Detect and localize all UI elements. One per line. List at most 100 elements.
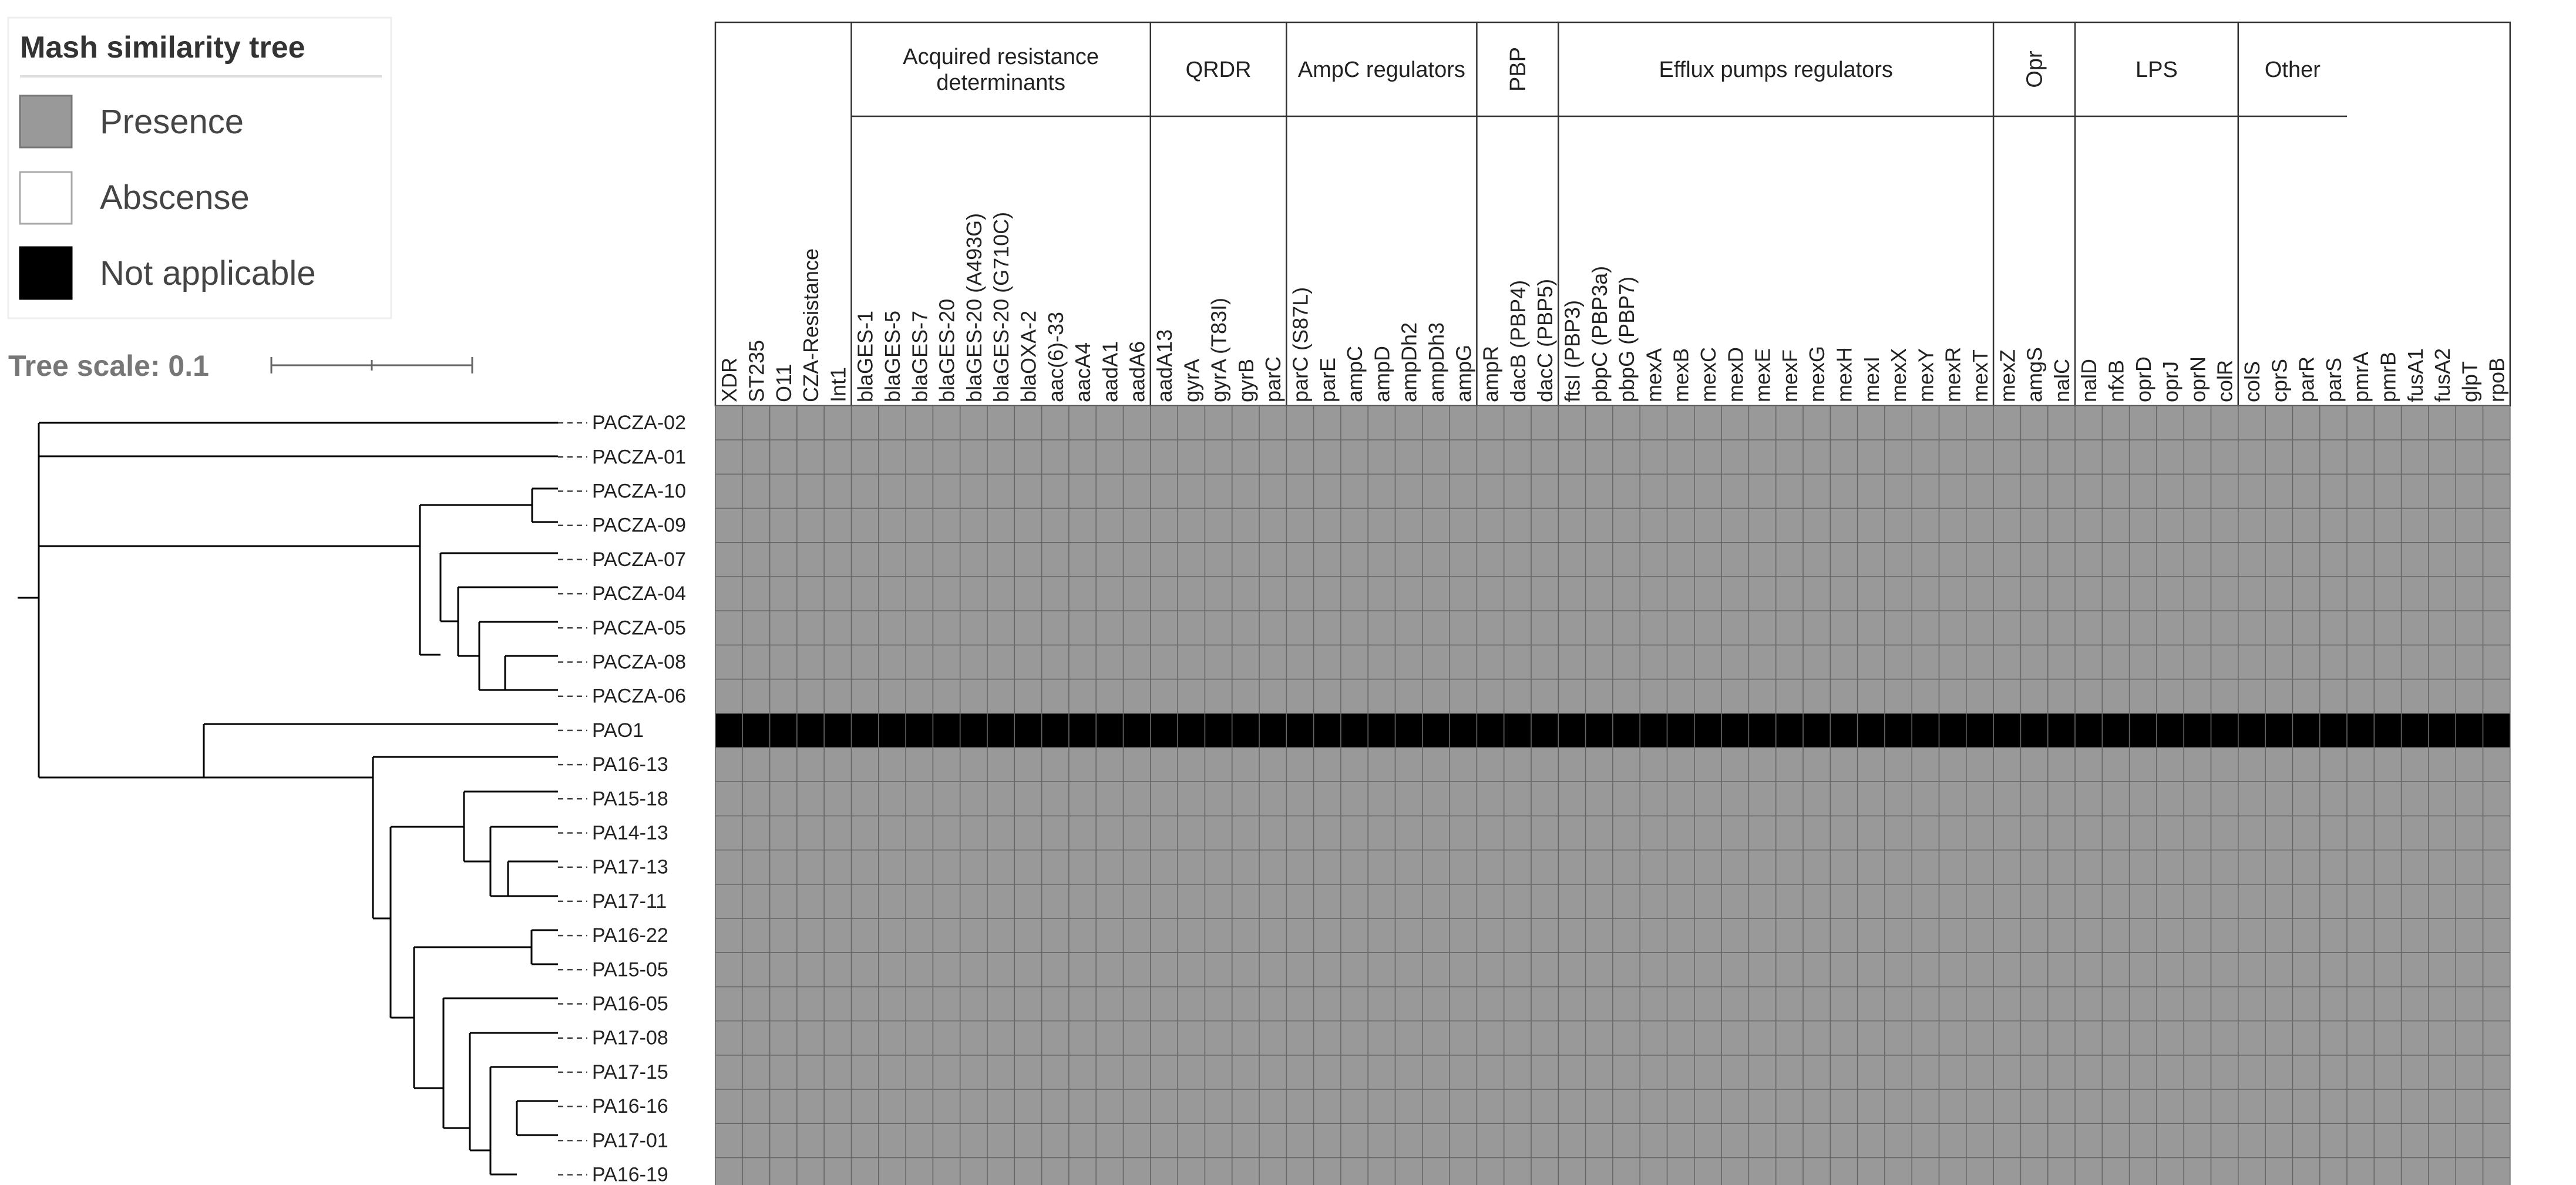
heatmap-cell	[1340, 782, 1368, 816]
heatmap-cell	[2347, 679, 2375, 713]
heatmap-cell	[1612, 1055, 1640, 1089]
heatmap-cell	[796, 782, 825, 816]
heatmap-cell	[2428, 508, 2456, 543]
heatmap-cell	[1694, 713, 1722, 748]
heatmap-cell	[1558, 850, 1586, 884]
heatmap-cell	[1368, 474, 1395, 509]
heatmap-cell	[1939, 782, 1966, 816]
heatmap-cell	[1830, 474, 1858, 509]
heatmap-cell	[1884, 1021, 1912, 1055]
heatmap-cell	[1395, 679, 1422, 713]
heatmap-cell	[1857, 1055, 1885, 1089]
heatmap-cell	[2319, 987, 2347, 1021]
heatmap-cell	[2102, 542, 2130, 577]
heatmap-cell	[960, 577, 987, 611]
heatmap-cell	[1041, 1089, 1069, 1124]
heatmap-cell	[1232, 918, 1259, 953]
heatmap-cell	[960, 952, 987, 987]
heatmap-cell	[1612, 542, 1640, 577]
heatmap-cell	[987, 645, 1015, 679]
heatmap-cell	[933, 474, 960, 509]
heatmap-cell	[987, 987, 1015, 1021]
heatmap-cell	[1096, 440, 1124, 474]
heatmap-cell	[2184, 611, 2211, 645]
heatmap-cell	[1694, 952, 1722, 987]
heatmap-cell	[1340, 1123, 1368, 1158]
heatmap-cell	[1504, 645, 1531, 679]
heatmap-cell	[1477, 508, 1504, 543]
heatmap-cell	[1775, 987, 1803, 1021]
heatmap-cell	[1966, 884, 1994, 918]
heatmap-cell	[769, 713, 797, 748]
heatmap-cell	[1477, 679, 1504, 713]
heatmap-cell	[1912, 987, 1939, 1021]
heatmap-cell	[1721, 884, 1749, 918]
heatmap-cell	[1939, 508, 1966, 543]
heatmap-cell	[1259, 679, 1287, 713]
heatmap-cell	[1096, 1021, 1124, 1055]
column-label: colR	[2213, 360, 2237, 402]
heatmap-cell	[742, 918, 770, 953]
heatmap-cell	[2075, 1123, 2103, 1158]
heatmap-cell	[2102, 884, 2130, 918]
heatmap-cell	[1558, 918, 1586, 953]
heatmap-cell	[1775, 782, 1803, 816]
heatmap-cell	[796, 987, 825, 1021]
heatmap-cell	[2428, 748, 2456, 782]
heatmap-cell	[2102, 713, 2130, 748]
heatmap-cell	[2075, 679, 2103, 713]
heatmap-cell	[1912, 816, 1939, 850]
heatmap-cell	[1286, 1123, 1314, 1158]
heatmap-cell	[960, 748, 987, 782]
heatmap-cell	[1041, 406, 1069, 440]
heatmap-cell	[1640, 748, 1667, 782]
heatmap-cell	[2428, 542, 2456, 577]
heatmap-cell	[1504, 782, 1531, 816]
column-label: mexC	[1696, 347, 1720, 402]
heatmap-cell	[1993, 1021, 2021, 1055]
heatmap-cell	[1422, 782, 1450, 816]
heatmap-cell	[1830, 1021, 1858, 1055]
heatmap-cell	[1340, 508, 1368, 543]
heatmap-cell	[2483, 474, 2510, 509]
column-label: mexG	[1805, 346, 1829, 402]
heatmap-cell	[1694, 1123, 1722, 1158]
heatmap-cell	[2456, 1021, 2483, 1055]
heatmap-cell	[1993, 987, 2021, 1021]
heatmap-cell	[1830, 1123, 1858, 1158]
heatmap-cell	[1939, 1089, 1966, 1124]
heatmap-cell	[1232, 440, 1259, 474]
heatmap-cell	[2347, 611, 2375, 645]
heatmap-cell	[1912, 884, 1939, 918]
heatmap-cell	[2347, 577, 2375, 611]
heatmap-cell	[933, 850, 960, 884]
heatmap-cell	[1504, 987, 1531, 1021]
heatmap-cell	[2401, 748, 2429, 782]
heatmap-cell	[1123, 611, 1151, 645]
heatmap-cell	[878, 508, 906, 543]
heatmap-cell	[1966, 850, 1994, 884]
heatmap-cell	[715, 508, 743, 543]
heatmap-cell	[1014, 679, 1042, 713]
group-label: Other	[2265, 58, 2321, 82]
heatmap-cell	[1041, 987, 1069, 1021]
heatmap-cell	[2374, 850, 2402, 884]
heatmap-cell	[987, 1021, 1015, 1055]
heatmap-cell	[1150, 474, 1178, 509]
heatmap-cell	[1585, 440, 1613, 474]
heatmap-cell	[1667, 918, 1694, 953]
heatmap-cell	[2020, 850, 2048, 884]
heatmap-cell	[1340, 1157, 1368, 1185]
heatmap-cell	[1395, 542, 1422, 577]
heatmap-cell	[1939, 577, 1966, 611]
heatmap-cell	[1150, 508, 1178, 543]
heatmap-cell	[1232, 850, 1259, 884]
heatmap-cell	[1585, 1157, 1613, 1185]
heatmap-cell	[2456, 474, 2483, 509]
heatmap-cell	[1150, 1055, 1178, 1089]
heatmap-cell	[2483, 1021, 2510, 1055]
heatmap-cell	[851, 816, 879, 850]
heatmap-cell	[1205, 611, 1232, 645]
heatmap-cell	[1123, 850, 1151, 884]
heatmap-cell	[933, 1123, 960, 1158]
